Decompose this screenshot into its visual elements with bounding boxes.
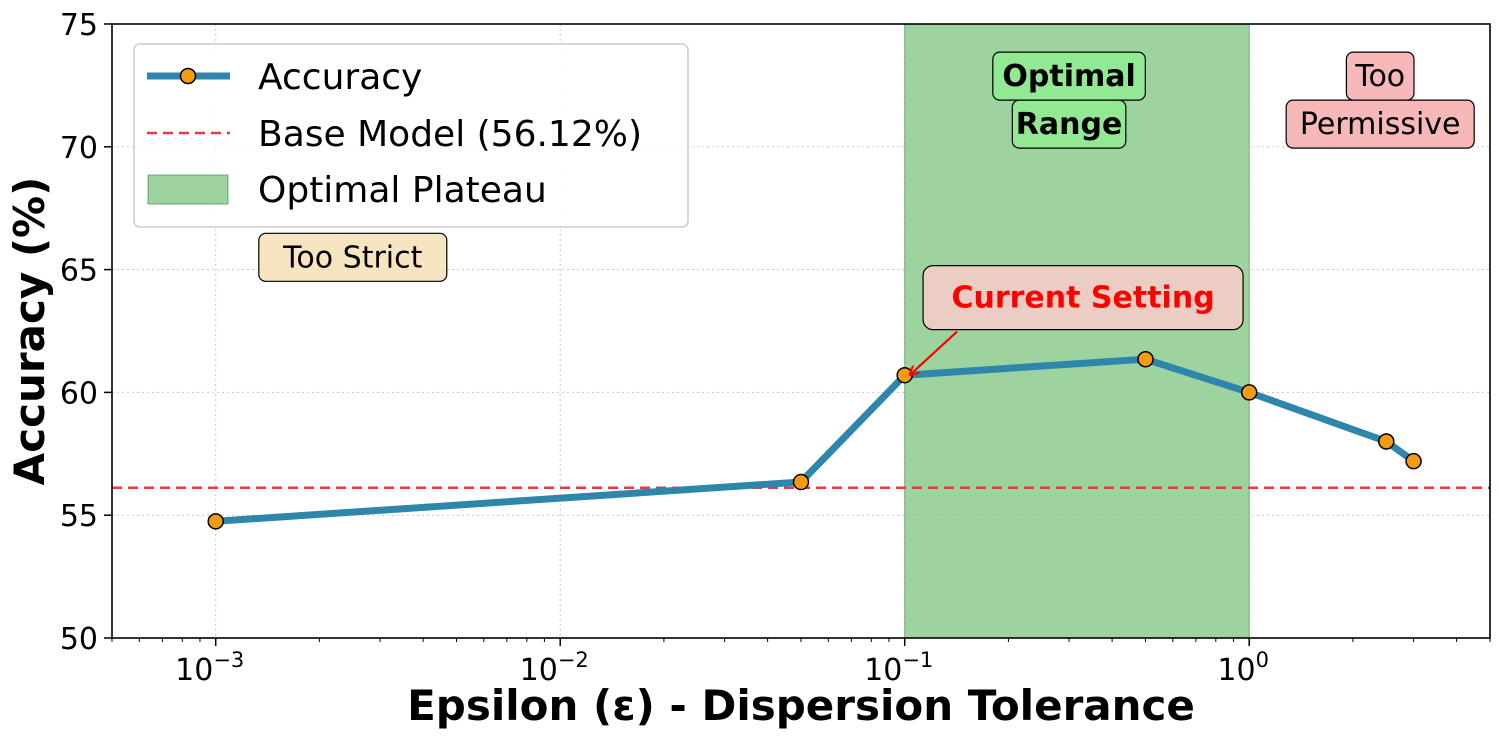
legend-entry-baseline: Base Model (56.12%) bbox=[147, 114, 642, 155]
accuracy-point bbox=[1378, 433, 1395, 450]
legend-entry-accuracy: Accuracy bbox=[147, 57, 422, 98]
y-tick-label: 65 bbox=[60, 254, 98, 289]
annotation-too-permissive: Too Permissive bbox=[1285, 51, 1475, 149]
legend-box bbox=[133, 43, 689, 228]
legend-label: Optimal Plateau bbox=[258, 170, 547, 211]
legend-plateau-patch bbox=[147, 174, 229, 205]
y-tick-label: 55 bbox=[60, 499, 98, 534]
current-setting-label: Current Setting bbox=[951, 281, 1214, 316]
grid-layer bbox=[112, 23, 1490, 639]
legend-label: Accuracy bbox=[258, 57, 422, 98]
accuracy-point bbox=[896, 366, 913, 384]
annotation-optimal-range: Optimal Range bbox=[992, 51, 1146, 149]
y-tick-label: 75 bbox=[60, 8, 98, 43]
y-tick-label: 50 bbox=[60, 622, 98, 657]
accuracy-point bbox=[1240, 384, 1258, 401]
annotation-text: Optimal bbox=[1002, 59, 1135, 94]
y-tick-label: 70 bbox=[60, 131, 98, 166]
accuracy-point bbox=[207, 513, 224, 530]
x-tick-label: 100 bbox=[1217, 648, 1269, 688]
legend-label: Base Model (56.12%) bbox=[258, 114, 642, 155]
annotation-box bbox=[258, 232, 448, 282]
annotation-text: Too bbox=[1354, 59, 1405, 94]
legend: Accuracy Base Model (56.12%) Optimal Plate… bbox=[133, 43, 689, 228]
axes-layer: 50 55 60 65 70 75 10−3 10−2 10−1 100 bbox=[60, 8, 1491, 688]
annotation-box bbox=[1011, 99, 1127, 149]
x-tick-label: 10−1 bbox=[864, 648, 933, 688]
annotation-layer: Too Strict Optimal Range Too Permissive Curre… bbox=[258, 51, 1475, 375]
current-setting-arrow bbox=[911, 330, 958, 375]
accuracy-point bbox=[1137, 350, 1154, 368]
annotation-text: Too Strict bbox=[282, 240, 422, 275]
accuracy-point bbox=[1405, 452, 1422, 470]
x-tick-label: 10−3 bbox=[175, 648, 244, 688]
x-tick-label: 10−2 bbox=[520, 648, 589, 688]
x-axis-title: Epsilon (ε) - Dispersion Tolerance bbox=[407, 681, 1195, 730]
current-setting-annotation: Current Setting bbox=[911, 265, 1244, 375]
legend-entry-plateau: Optimal Plateau bbox=[147, 170, 547, 211]
annotation-too-strict: Too Strict bbox=[258, 232, 448, 282]
accuracy-point bbox=[792, 473, 810, 491]
y-tick-label: 60 bbox=[60, 376, 98, 411]
annotation-text: Permissive bbox=[1300, 107, 1461, 142]
series-layer bbox=[207, 350, 1422, 530]
annotation-box bbox=[1285, 99, 1475, 149]
legend-accuracy-marker bbox=[179, 67, 197, 85]
y-axis-title: Accuracy (%) bbox=[5, 177, 54, 486]
current-setting-box bbox=[922, 265, 1244, 331]
annotation-text: Range bbox=[1016, 107, 1123, 142]
